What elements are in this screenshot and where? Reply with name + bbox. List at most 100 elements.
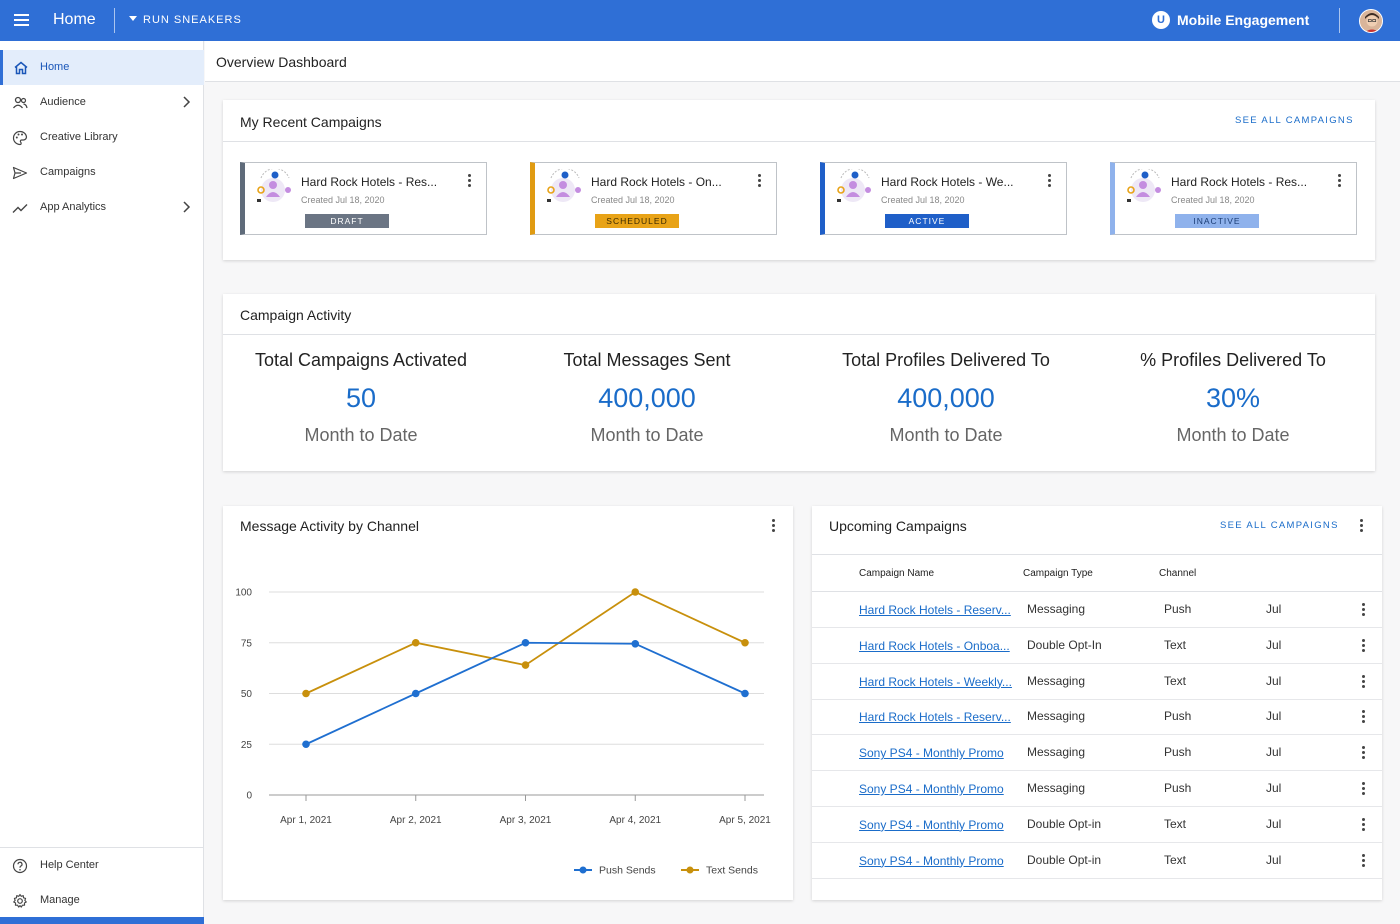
sidebar-item-campaigns[interactable]: Campaigns [0, 155, 204, 190]
card-title: Message Activity by Channel [240, 518, 419, 534]
card-title: Upcoming Campaigns [829, 518, 967, 534]
campaign-tile[interactable]: Hard Rock Hotels - We... Created Jul 18,… [820, 162, 1067, 235]
app-logo-icon: U [1152, 11, 1170, 29]
table-row[interactable]: Hard Rock Hotels - Reserv... Messaging Pus… [812, 592, 1382, 628]
table-row[interactable]: Sony PS4 - Monthly Promo Messaging Push Jul [812, 735, 1382, 772]
data-point [521, 661, 530, 669]
channel-cell: Push [1164, 709, 1192, 724]
sidebar-item-app-analytics[interactable]: App Analytics [0, 190, 204, 225]
column-header-channel[interactable]: Channel [1159, 568, 1197, 579]
more-vert-icon[interactable] [1334, 174, 1344, 188]
table-row[interactable]: Hard Rock Hotels - Weekly... Messaging Tex… [812, 664, 1382, 700]
divider [223, 334, 1375, 335]
column-header-campaign-type[interactable]: Campaign Type [1023, 568, 1093, 579]
campaign-name-link[interactable]: Sony PS4 - Monthly Promo [859, 746, 1004, 761]
stat-label: Total Messages Sent [563, 350, 731, 370]
campaign-created-date: Created Jul 18, 2020 [881, 195, 965, 205]
date-cell: Jul [1266, 673, 1282, 688]
brand-selector[interactable]: RUN SNEAKERS [129, 14, 242, 26]
top-app-bar: Home RUN SNEAKERS U Mobile Engagement [0, 0, 1400, 41]
more-vert-icon[interactable] [1358, 674, 1368, 689]
more-vert-icon[interactable] [1358, 817, 1368, 832]
y-tick-label: 75 [241, 638, 253, 649]
stat-messages-sent: Total Messages Sent 400,000 Month to Dat… [527, 350, 767, 446]
campaign-activity-card: Campaign Activity Total Campaigns Activa… [223, 294, 1375, 471]
gear-icon [13, 893, 27, 908]
caret-down-icon [129, 16, 137, 21]
see-all-campaigns-link[interactable]: SEE ALL CAMPAIGNS [1220, 520, 1339, 531]
campaign-name-link[interactable]: Hard Rock Hotels - Reserv... [859, 710, 1011, 725]
x-tick-label: Apr 1, 2021 [280, 815, 332, 826]
channel-cell: Push [1164, 781, 1192, 795]
campaign-type-cell: Messaging [1027, 709, 1086, 724]
stat-value: 400,000 [897, 383, 995, 413]
table-row[interactable]: Hard Rock Hotels - Reserv... Messaging Pus… [812, 699, 1382, 736]
more-vert-icon[interactable] [1358, 710, 1368, 724]
user-avatar[interactable] [1359, 9, 1383, 33]
table-header: Campaign Name Campaign Type Channel [812, 554, 1382, 592]
campaign-name-link[interactable]: Sony PS4 - Monthly Promo [859, 817, 1004, 832]
more-vert-icon[interactable] [1358, 782, 1368, 796]
sidebar-item-manage[interactable]: Manage [0, 883, 204, 918]
table-row[interactable]: Sony PS4 - Monthly Promo Double Opt-in Tex… [812, 807, 1382, 843]
send-icon [12, 166, 28, 180]
sidebar-item-help-center[interactable]: Help Center [0, 848, 204, 883]
card-title: My Recent Campaigns [240, 114, 382, 130]
palette-icon [12, 130, 28, 146]
legend-label: Push Sends [599, 865, 656, 877]
sidebar-item-label: Audience [40, 96, 86, 108]
campaign-type-cell: Double Opt-in [1027, 852, 1102, 867]
divider [1339, 8, 1340, 33]
stat-period: Month to Date [1176, 425, 1290, 445]
campaign-name-link[interactable]: Hard Rock Hotels - Reserv... [859, 603, 1011, 617]
table-row[interactable]: Sony PS4 - Monthly Promo Double Opt-in Tex… [812, 843, 1382, 879]
more-vert-icon[interactable] [768, 519, 778, 533]
page-title: Overview Dashboard [216, 54, 347, 70]
data-point [741, 638, 749, 647]
more-vert-icon[interactable] [1358, 853, 1368, 868]
stat-percent-profiles-delivered: % Profiles Delivered To 30% Month to Dat… [1113, 350, 1353, 446]
campaign-type-cell: Messaging [1027, 602, 1086, 616]
stat-campaigns-activated: Total Campaigns Activated 50 Month to Da… [241, 350, 481, 446]
stat-period: Month to Date [590, 425, 704, 445]
data-point [302, 740, 310, 749]
date-cell: Jul [1266, 709, 1282, 724]
people-icon [12, 96, 28, 109]
data-point [521, 638, 530, 647]
table-row[interactable]: Hard Rock Hotels - Onboa... Double Opt-In… [812, 628, 1382, 664]
sidebar-item-audience[interactable]: Audience [0, 85, 204, 120]
sidebar-item-creative-library[interactable]: Creative Library [0, 120, 204, 155]
campaign-name-link[interactable]: Hard Rock Hotels - Onboa... [859, 638, 1010, 653]
campaign-name-link[interactable]: Sony PS4 - Monthly Promo [859, 782, 1004, 796]
divider [114, 8, 115, 33]
sidebar-item-home[interactable]: Home [0, 50, 204, 85]
page-header: Overview Dashboard [205, 41, 1400, 82]
campaign-tile[interactable]: Hard Rock Hotels - Res... Created Jul 18… [1110, 162, 1357, 235]
sidebar-item-label: Creative Library [40, 131, 118, 143]
more-vert-icon[interactable] [1044, 174, 1054, 188]
more-vert-icon[interactable] [464, 174, 474, 188]
message-activity-card: Message Activity by Channel 0 25 50 75 100 Ap… [223, 506, 793, 900]
column-header-campaign-name[interactable]: Campaign Name [859, 568, 935, 579]
stat-label: Total Profiles Delivered To [842, 350, 1050, 370]
more-vert-icon[interactable] [1358, 638, 1368, 653]
campaign-name-link[interactable]: Sony PS4 - Monthly Promo [859, 853, 1004, 868]
divider [223, 141, 1375, 142]
campaign-name: Hard Rock Hotels - On... [591, 175, 722, 189]
more-vert-icon[interactable] [1358, 746, 1368, 760]
campaign-name-link[interactable]: Hard Rock Hotels - Weekly... [859, 674, 1012, 689]
more-vert-icon[interactable] [754, 174, 764, 188]
y-tick-label: 0 [246, 791, 252, 802]
divider [0, 847, 204, 848]
more-vert-icon[interactable] [1358, 603, 1368, 617]
table-row[interactable]: Sony PS4 - Monthly Promo Messaging Push Jul [812, 771, 1382, 807]
date-cell: Jul [1266, 745, 1282, 760]
campaign-tile[interactable]: Hard Rock Hotels - On... Created Jul 18,… [530, 162, 777, 235]
more-vert-icon[interactable] [1356, 519, 1366, 533]
x-tick-label: Apr 5, 2021 [719, 815, 771, 826]
campaign-created-date: Created Jul 18, 2020 [1171, 195, 1255, 205]
menu-icon[interactable] [14, 14, 29, 26]
see-all-campaigns-link[interactable]: SEE ALL CAMPAIGNS [1235, 115, 1354, 126]
status-badge: INACTIVE [1175, 214, 1259, 228]
campaign-tile[interactable]: Hard Rock Hotels - Res... Created Jul 18… [240, 162, 487, 235]
